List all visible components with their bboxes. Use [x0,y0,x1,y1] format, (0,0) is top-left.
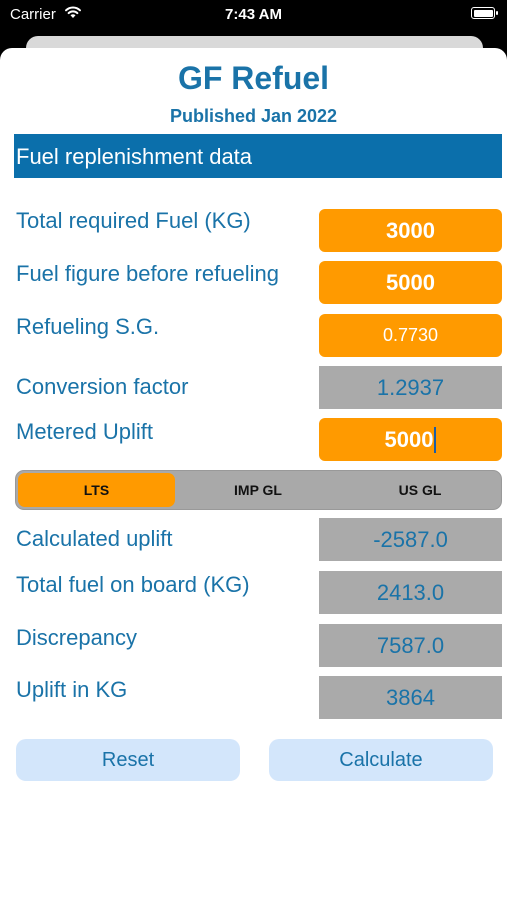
status-bar: Carrier 7:43 AM [0,0,507,34]
calculated-uplift-label: Calculated uplift [16,526,173,551]
total-required-fuel-label: Total required Fuel (KG) [16,208,251,233]
carrier-label: Carrier [10,6,56,23]
app-title: GF Refuel [177,60,330,96]
total-fuel-on-board-value: 2413.0 [319,571,502,614]
fuel-before-refuel-label: Fuel figure before refueling [16,261,279,286]
app-subtitle: Published Jan 2022 [169,106,338,126]
units-segmented-control: LTS IMP GL US GL [15,470,502,510]
uplift-in-kg-value: 3864 [319,676,502,719]
metered-uplift-input[interactable]: 5000 [319,418,502,461]
total-required-fuel-input[interactable]: 3000 [319,209,502,252]
metered-uplift-label: Metered Uplift [16,419,153,444]
calculate-button[interactable]: Calculate [269,739,493,781]
refueling-sg-input[interactable]: 0.7730 [319,314,502,357]
battery-icon [471,7,498,19]
wifi-icon [65,6,81,18]
unit-option-us-gl[interactable]: US GL [398,482,442,498]
clock: 7:43 AM [225,6,282,23]
text-cursor [434,426,437,453]
conversion-factor-label: Conversion factor [16,374,189,399]
unit-option-lts[interactable]: LTS [18,473,175,507]
metered-uplift-value: 5000 [384,426,434,452]
reset-button[interactable]: Reset [16,739,240,781]
fuel-before-refuel-input[interactable]: 5000 [319,261,502,304]
discrepancy-label: Discrepancy [16,625,138,650]
calculated-uplift-value: -2587.0 [319,518,502,561]
uplift-in-kg-label: Uplift in KG [16,677,128,702]
refueling-sg-label: Refueling S.G. [16,314,160,339]
conversion-factor-value: 1.2937 [319,366,502,409]
total-fuel-on-board-label: Total fuel on board (KG) [16,572,250,597]
unit-option-imp-gl[interactable]: IMP GL [234,482,282,498]
discrepancy-value: 7587.0 [319,624,502,667]
section-header: Fuel replenishment data [14,134,502,178]
